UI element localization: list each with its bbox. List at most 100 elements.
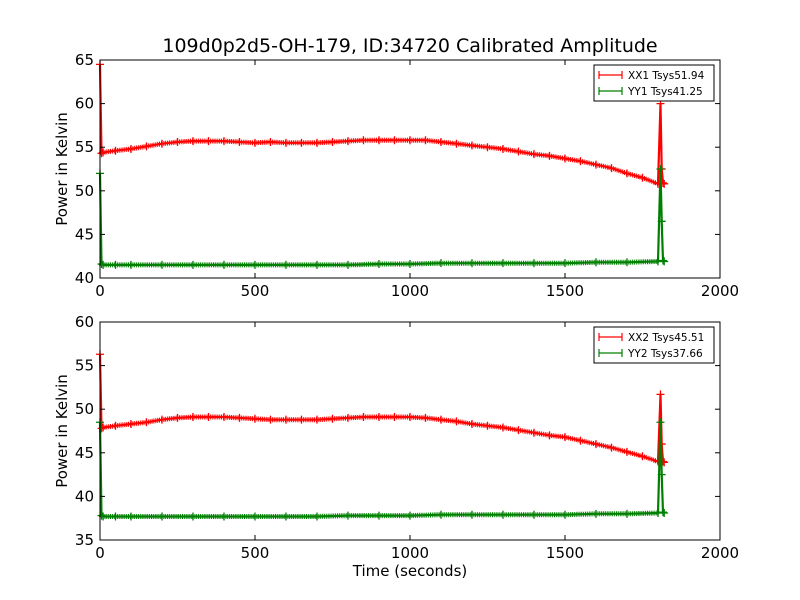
data-point — [189, 137, 197, 146]
y-tick-label: 45 — [75, 225, 94, 243]
data-point — [592, 258, 600, 267]
data-point — [282, 138, 290, 147]
data-point — [468, 259, 476, 268]
data-point — [623, 169, 631, 178]
data-point — [111, 146, 120, 155]
data-point — [266, 415, 275, 424]
data-point — [607, 164, 616, 173]
data-point — [251, 138, 259, 147]
legend: XX2 Tsys45.51 YY2 Tsys37.66 — [593, 326, 715, 364]
data-point — [189, 260, 197, 269]
data-point — [359, 413, 368, 422]
series-line — [98, 64, 665, 186]
data-point — [313, 512, 321, 521]
data-point — [344, 260, 352, 269]
panel-2: 0 500 1000 1500 2000 35 40 45 50 55 60 Power in Kel… — [53, 313, 739, 580]
data-point — [282, 512, 290, 521]
data-point — [592, 509, 600, 518]
data-point — [561, 433, 569, 442]
x-tick-label: 500 — [241, 544, 270, 562]
y-axis-label: Power in Kelvin — [53, 374, 71, 488]
y-tick-label: 55 — [75, 357, 94, 375]
data-point — [313, 415, 321, 424]
data-point — [561, 154, 569, 163]
data-point — [623, 258, 631, 267]
data-point — [437, 510, 445, 519]
data-point — [97, 511, 106, 520]
data-point — [437, 259, 445, 268]
data-point — [437, 415, 445, 424]
data-point — [468, 510, 476, 519]
legend-marker — [598, 349, 623, 357]
data-point — [313, 260, 321, 269]
data-point — [282, 260, 290, 269]
x-tick-label: 1000 — [391, 544, 429, 562]
data-point — [499, 144, 507, 153]
data-point — [607, 443, 616, 452]
data-point — [592, 440, 600, 449]
data-point — [406, 511, 414, 520]
y-tick-label: 50 — [75, 182, 94, 200]
data-point — [142, 142, 151, 151]
data-point — [638, 173, 647, 182]
data-point — [623, 509, 631, 518]
data-point — [406, 260, 414, 269]
data-point — [111, 260, 120, 269]
data-point — [375, 136, 383, 145]
data-point — [111, 421, 120, 430]
data-point — [251, 414, 259, 423]
x-tick-label: 1500 — [546, 544, 584, 562]
data-point — [483, 143, 492, 152]
data-point — [158, 260, 166, 269]
data-point — [127, 144, 135, 153]
x-tick-label: 1500 — [546, 282, 584, 300]
data-point — [499, 510, 507, 519]
series-2-2 — [96, 418, 669, 521]
data-point — [235, 137, 244, 146]
data-point — [656, 418, 665, 427]
data-point — [328, 414, 337, 423]
legend-marker — [598, 71, 623, 79]
data-point — [437, 137, 445, 146]
series-line — [98, 422, 665, 518]
data-point — [657, 217, 666, 226]
y-tick-label: 40 — [75, 269, 94, 287]
data-point — [514, 147, 523, 156]
data-point — [390, 413, 399, 422]
data-point — [158, 415, 166, 424]
x-axis-label: Time (seconds) — [352, 562, 468, 580]
data-point — [189, 413, 197, 422]
data-point — [375, 260, 383, 269]
data-point — [297, 415, 306, 424]
series-noise — [102, 137, 658, 187]
series-noise — [102, 414, 658, 464]
data-point — [220, 413, 228, 422]
data-point — [390, 136, 399, 145]
y-tick-label: 55 — [75, 138, 94, 156]
y-tick-label: 40 — [75, 487, 94, 505]
data-point — [656, 165, 665, 173]
data-point — [173, 413, 182, 422]
data-point — [514, 426, 523, 435]
chart-title: 109d0p2d5-OH-179, ID:34720 Calibrated Am… — [162, 35, 657, 57]
data-point — [173, 137, 182, 146]
y-tick-label: 60 — [75, 313, 94, 331]
y-tick-label: 35 — [75, 531, 94, 549]
data-point — [483, 421, 492, 430]
legend: XX1 Tsys51.94 YY1 Tsys41.25 — [593, 64, 715, 102]
data-point — [660, 508, 669, 517]
panel-1: 0 500 1000 1500 2000 40 45 50 55 60 65 Power in Kel… — [53, 51, 739, 300]
y-axis-label: Power in Kelvin — [53, 112, 71, 226]
data-point — [158, 139, 166, 148]
series-1-2 — [96, 165, 669, 269]
series-2-1 — [96, 350, 669, 467]
data-point — [344, 413, 352, 422]
data-point — [266, 137, 275, 146]
data-point — [545, 431, 554, 440]
data-point — [251, 260, 259, 269]
data-point — [111, 512, 120, 521]
data-point — [657, 470, 666, 479]
legend-marker — [598, 333, 623, 341]
